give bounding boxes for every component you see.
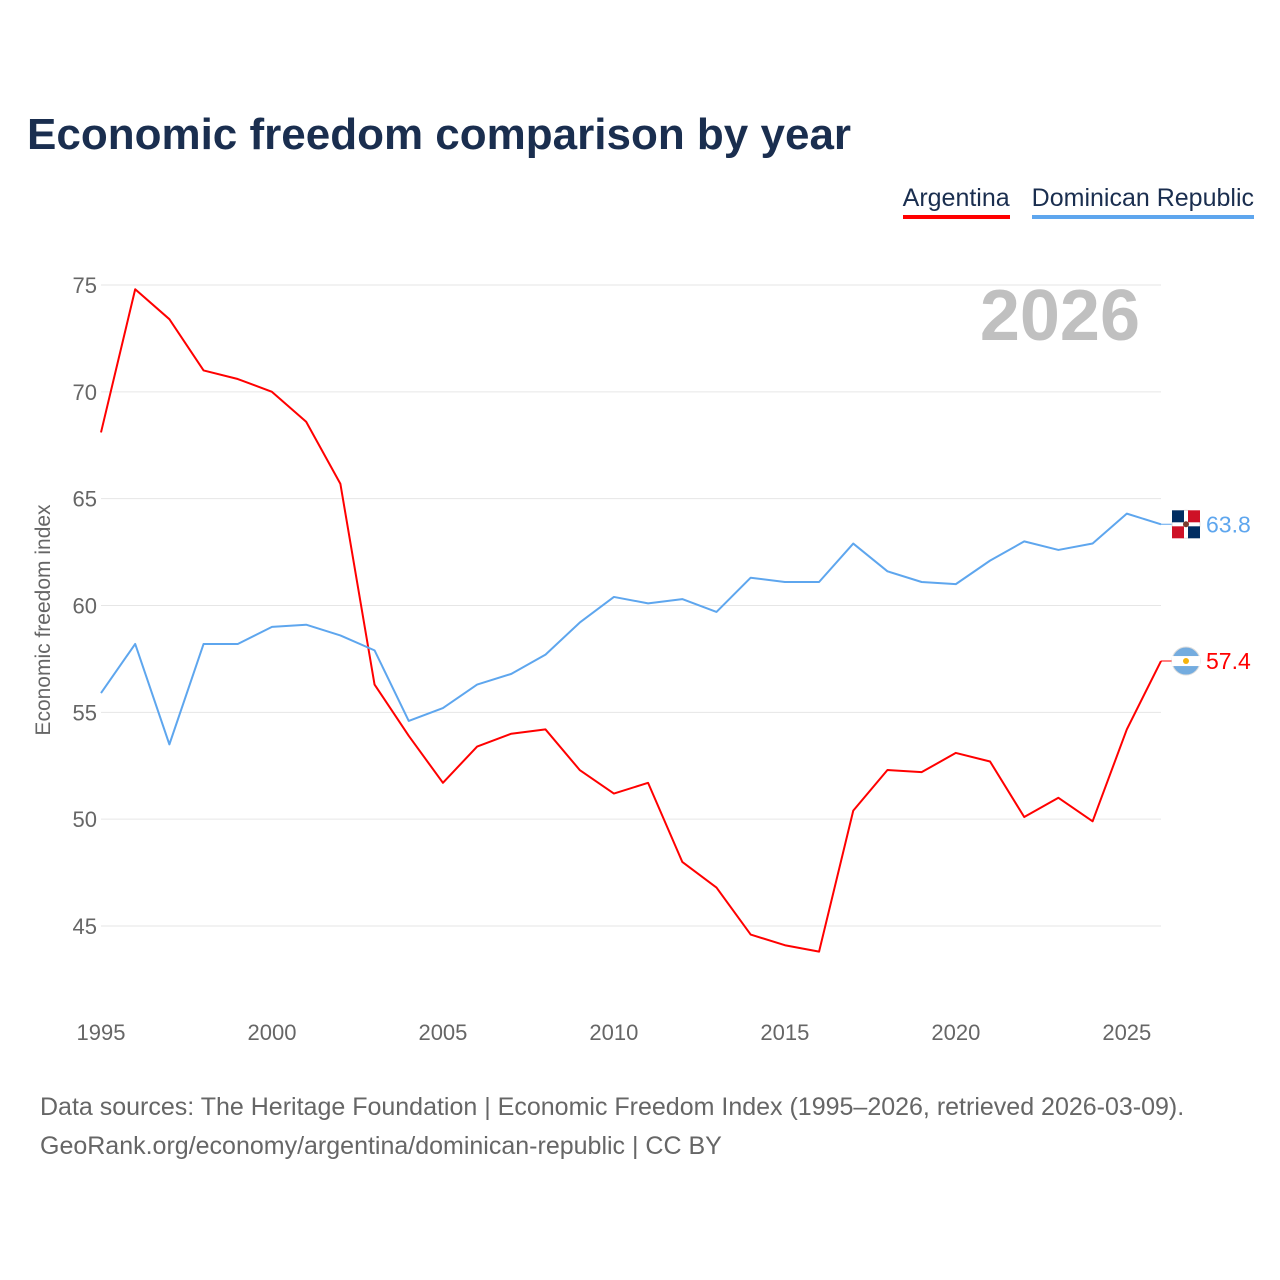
x-tick-label: 1995: [77, 1020, 126, 1045]
end-value-label: 57.4: [1206, 648, 1251, 674]
y-tick-label: 55: [73, 700, 97, 725]
x-tick-label: 2005: [418, 1020, 467, 1045]
series-line-argentina: [100, 288, 1162, 953]
flag-sun: [1183, 658, 1189, 665]
x-tick-label: 2025: [1102, 1020, 1151, 1045]
flag-quadrant: [1172, 526, 1184, 539]
x-tick-label: 2020: [931, 1020, 980, 1045]
y-tick-label: 45: [73, 914, 97, 939]
legend-dominican-republic[interactable]: Dominican Republic: [1031, 184, 1254, 219]
footer: Data sources: The Heritage Foundation | …: [40, 1088, 1184, 1166]
flag-emblem: [1183, 521, 1189, 528]
flag-quadrant: [1188, 510, 1200, 523]
y-tick-label: 75: [73, 273, 97, 298]
series-line-dominican-republic: [100, 512, 1162, 746]
source-link[interactable]: GeoRank.org/economy/argentina/dominican-…: [40, 1132, 722, 1160]
y-tick-label: 70: [73, 380, 97, 405]
chart-title: Economic freedom comparison by year: [27, 110, 852, 159]
x-tick-label: 2015: [760, 1020, 809, 1045]
y-tick-label: 65: [73, 487, 97, 512]
flag-quadrant: [1188, 526, 1200, 539]
x-tick-label: 2000: [247, 1020, 296, 1045]
watermark-year: 2026: [980, 276, 1140, 356]
y-tick-label: 50: [73, 807, 97, 832]
legend-argentina[interactable]: Argentina: [902, 184, 1010, 219]
y-tick-label: 60: [73, 594, 97, 619]
end-value-label: 63.8: [1206, 511, 1251, 537]
data-source: Data sources: The Heritage Foundation | …: [40, 1093, 1185, 1121]
legend: Argentina Dominican Republic: [902, 184, 1254, 219]
y-axis-label: Economic freedom index: [32, 504, 55, 736]
flag-quadrant: [1172, 510, 1184, 523]
x-tick-label: 2010: [589, 1020, 638, 1045]
